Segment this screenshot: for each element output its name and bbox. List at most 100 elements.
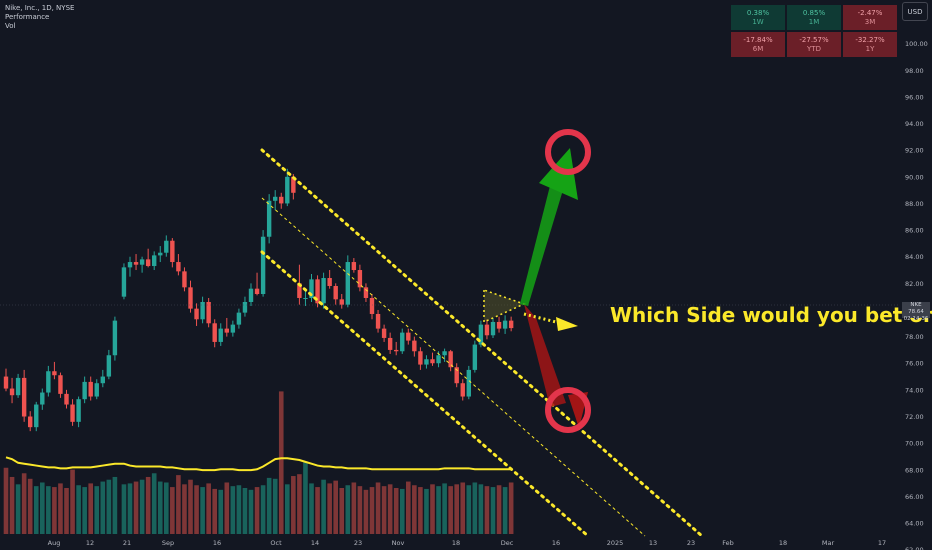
price-tick-label: 66.00 xyxy=(905,493,924,501)
candle-body xyxy=(454,367,459,384)
volume-ma-line xyxy=(5,456,512,472)
candle-body xyxy=(64,393,69,405)
volume-bar xyxy=(200,487,205,534)
volume-bar xyxy=(496,485,502,534)
currency-button[interactable]: USD xyxy=(902,2,928,21)
perf-value: -32.27% xyxy=(855,35,885,44)
volume-bar xyxy=(490,487,496,534)
sideways-arrow xyxy=(523,312,561,325)
bearish-arrow xyxy=(524,304,566,407)
channel-mid-line xyxy=(261,197,646,537)
candle-body xyxy=(212,323,217,342)
candle-body xyxy=(121,267,127,297)
perf-cell-3m: -2.47% 3M xyxy=(843,5,897,30)
volume-bar xyxy=(176,475,181,534)
volume-bar xyxy=(194,485,199,534)
price-tick-label: 100.00 xyxy=(905,40,928,48)
volume-bar xyxy=(291,476,296,534)
candle-body xyxy=(448,351,453,368)
volume-bar xyxy=(188,479,193,534)
volume-bar xyxy=(236,485,242,534)
candle-body xyxy=(164,240,169,253)
volume-bar xyxy=(145,476,151,534)
volume-bar xyxy=(436,486,441,534)
volume-bar xyxy=(15,484,21,534)
candle-body xyxy=(315,279,320,304)
volume-bar xyxy=(52,487,57,534)
volume-bar xyxy=(309,483,314,534)
volume-bar xyxy=(278,391,284,534)
price-tick-label: 72.00 xyxy=(905,413,924,421)
candle-body xyxy=(260,236,266,294)
volume-bar xyxy=(121,484,127,534)
volume-bar xyxy=(212,488,217,534)
volume-bar xyxy=(266,477,272,534)
candle-body xyxy=(82,381,87,400)
price-tick-label: 94.00 xyxy=(905,120,924,128)
candle-body xyxy=(424,359,429,365)
candle-body xyxy=(406,332,411,341)
candle-body xyxy=(236,312,242,325)
price-tick-label: 92.00 xyxy=(905,147,924,155)
price-tick-label: 64.00 xyxy=(905,520,924,528)
volume-bar xyxy=(399,488,405,534)
volume-bar xyxy=(406,481,411,534)
candle-body xyxy=(70,404,75,422)
volume-bar xyxy=(381,486,387,534)
candle-body xyxy=(40,392,45,405)
bullish-arrow xyxy=(520,178,566,306)
candle-body xyxy=(502,320,508,329)
candle-body xyxy=(88,381,93,397)
volume-bar xyxy=(27,478,33,534)
volume-bar xyxy=(285,484,290,534)
channel-upper-line xyxy=(260,148,704,538)
perf-value: 0.85% xyxy=(802,8,826,17)
candle-body xyxy=(279,196,284,204)
volume-bar xyxy=(9,476,15,534)
candle-body xyxy=(112,320,118,356)
volume-bar xyxy=(88,483,93,534)
candle-body xyxy=(58,375,63,394)
last-price-tag: NKE 78.64 02:14:36 xyxy=(902,302,930,322)
candle-body xyxy=(369,297,375,314)
drawings-layer xyxy=(0,129,900,538)
time-tick-label: 13 xyxy=(649,539,657,547)
candle-body xyxy=(273,196,278,201)
indicator-volume[interactable]: Vol xyxy=(5,22,16,30)
time-tick-label: 14 xyxy=(311,539,319,547)
price-axis[interactable]: 62.00 64.00 66.00 68.00 70.00 72.00 74.00 76.00… xyxy=(905,40,928,550)
candle-body xyxy=(21,377,27,417)
candle-body xyxy=(52,371,57,376)
volume-bar xyxy=(412,485,417,534)
price-tick-label: 88.00 xyxy=(905,200,924,208)
time-tick-label: Sep xyxy=(162,539,174,547)
time-tick-label: Mar xyxy=(822,539,835,547)
symbol-title[interactable]: Nike, Inc., 1D, NYSE xyxy=(5,4,75,12)
candle-body xyxy=(15,377,21,396)
price-tick-label: 82.00 xyxy=(905,280,924,288)
perf-label: 1W xyxy=(752,17,764,26)
volume-pane xyxy=(3,391,514,534)
candle-body xyxy=(188,287,193,309)
volume-bar xyxy=(508,482,514,534)
volume-bar xyxy=(272,478,278,534)
indicator-performance[interactable]: Performance xyxy=(5,13,50,21)
volume-bar xyxy=(21,473,27,534)
candle-body xyxy=(176,262,181,272)
time-tick-label: 2025 xyxy=(607,539,624,547)
time-tick-label: Dec xyxy=(501,539,514,547)
volume-bar xyxy=(333,480,338,534)
time-axis[interactable]: Aug 12 21 Sep 16 Oct 14 23 Nov 18 Dec 16 2025 13 23 Feb… xyxy=(48,539,886,547)
candle-body xyxy=(94,383,99,397)
candle-body xyxy=(381,328,387,338)
volume-bar xyxy=(58,483,63,534)
volume-bar xyxy=(315,487,320,534)
volume-bar xyxy=(369,487,375,534)
volume-bar xyxy=(106,479,112,534)
perf-cell-1m: 0.85% 1M xyxy=(787,5,841,30)
candle-body xyxy=(139,259,145,265)
candle-body xyxy=(170,240,175,263)
candle-body xyxy=(28,416,33,428)
volume-bar xyxy=(254,487,260,534)
